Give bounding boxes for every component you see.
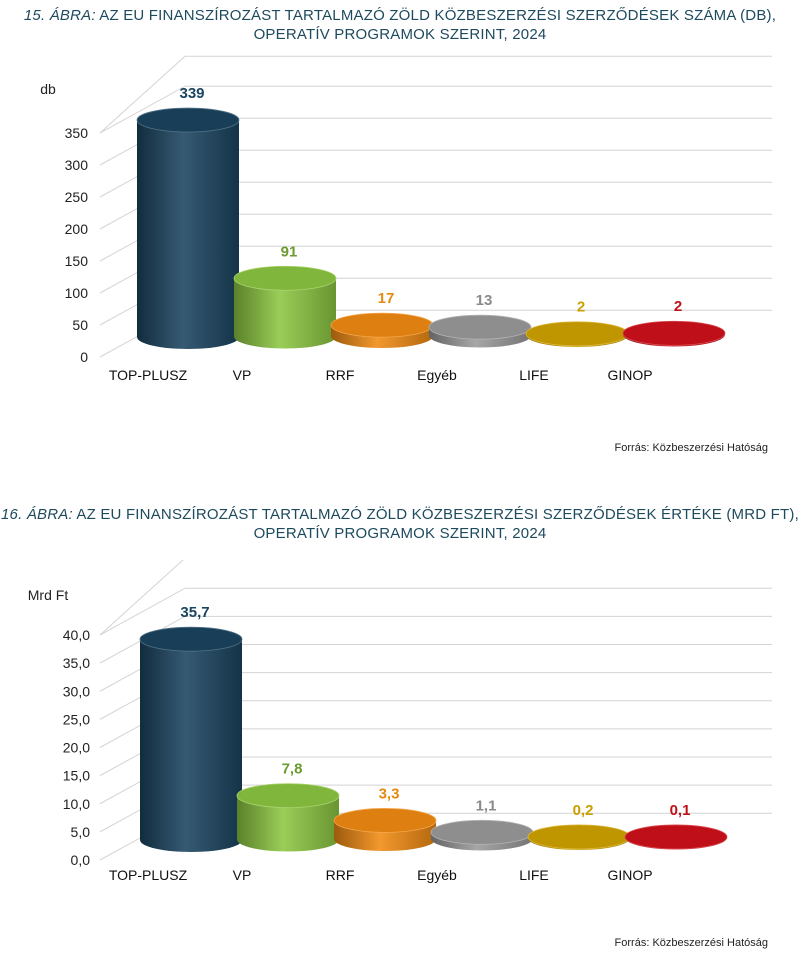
y-tick-label: 200 [65, 221, 89, 237]
y-tick-label: 30,0 [63, 683, 90, 699]
value-label: 0,2 [573, 802, 594, 819]
y-tick-label: 25,0 [63, 711, 90, 727]
chart-1-title-line2: OPERATÍV PROGRAMOK SZERINT, 2024 [253, 26, 547, 43]
bar-ginop [622, 320, 726, 347]
y-tick-label: 40,0 [63, 627, 90, 643]
gridline [99, 85, 772, 134]
category-label: VP [233, 867, 252, 883]
value-label: 13 [476, 292, 493, 309]
y-tick-label: 250 [65, 189, 89, 205]
chart-1-plot: 0 50 100 150 200 250 300 350 db 339 91 17 13 2 2 TOP-PL… [40, 55, 772, 383]
chart-2-title-line2: OPERATÍV PROGRAMOK SZERINT, 2024 [253, 525, 547, 542]
gridline [99, 615, 772, 664]
bar-rrf [333, 808, 437, 851]
chart-2-plot: 0,0 5,0 10,0 15,0 20,0 25,0 30,0 35,0 40,0 Mrd Ft… [28, 560, 772, 883]
y-tick-label: 350 [65, 125, 89, 141]
bar-top-plusz [139, 626, 243, 852]
y-tick-label: 35,0 [63, 655, 90, 671]
y-tick-label: 5,0 [71, 824, 91, 840]
y-tick-label: 50 [72, 317, 88, 333]
category-label: GINOP [607, 867, 652, 883]
chart-1-title: 15. ÁBRA: AZ EU FINANSZÍROZÁST TARTALMAZ… [0, 6, 800, 44]
value-label: 3,3 [379, 785, 400, 802]
category-label: Egyéb [417, 367, 457, 383]
chart-1-source: Forrás: Közbeszerzési Hatóság [614, 442, 768, 454]
category-label: VP [233, 367, 252, 383]
bar-ginop [624, 824, 728, 850]
value-label: 339 [179, 85, 204, 102]
y-tick-label: 300 [65, 157, 89, 173]
value-label: 35,7 [180, 604, 209, 621]
bar-vp [233, 265, 337, 349]
category-label: TOP-PLUSZ [109, 867, 188, 883]
gridline [99, 560, 184, 636]
category-label: Egyéb [417, 867, 457, 883]
category-label: GINOP [607, 367, 652, 383]
bar-top-plusz [136, 107, 240, 349]
bar-egy-b [428, 314, 532, 348]
category-label: TOP-PLUSZ [109, 367, 188, 383]
chart-2-title: 16. ÁBRA: AZ EU FINANSZÍROZÁST TARTALMAZ… [0, 505, 800, 543]
y-tick-label: 0,0 [71, 852, 91, 868]
y-tick-label: 150 [65, 253, 89, 269]
y-tick-label: 100 [65, 285, 89, 301]
value-label: 7,8 [282, 761, 303, 778]
category-label: RRF [326, 367, 355, 383]
value-label: 91 [281, 243, 298, 260]
y-tick-label: 15,0 [63, 768, 90, 784]
category-label: LIFE [519, 367, 549, 383]
bar-life [525, 321, 629, 347]
gridline [99, 587, 772, 636]
value-label: 1,1 [476, 797, 497, 814]
bar-life [527, 824, 631, 850]
chart-2-fig-label: 16. ÁBRA: [1, 506, 73, 523]
chart-1-fig-label: 15. ÁBRA: [23, 7, 96, 24]
y-axis-label: db [40, 81, 56, 97]
y-tick-label: 10,0 [63, 796, 90, 812]
chart-2-title-line1: AZ EU FINANSZÍROZÁST TARTALMAZÓ ZÖLD KÖZ… [76, 506, 799, 523]
gridline [99, 55, 772, 134]
value-label: 2 [674, 298, 682, 315]
y-axis-label: Mrd Ft [28, 587, 69, 603]
chart-2-source: Forrás: Közbeszerzési Hatóság [614, 937, 768, 949]
category-label: RRF [326, 867, 355, 883]
category-label: LIFE [519, 867, 549, 883]
y-tick-label: 20,0 [63, 740, 90, 756]
value-label: 17 [378, 290, 395, 307]
value-label: 0,1 [670, 802, 691, 819]
bar-rrf [330, 312, 434, 348]
bar-egy-b [430, 819, 534, 851]
value-label: 2 [577, 299, 585, 316]
y-tick-label: 0 [80, 349, 88, 365]
chart-1-title-line1: AZ EU FINANSZÍROZÁST TARTALMAZÓ ZÖLD KÖZ… [99, 7, 777, 24]
bar-vp [236, 783, 340, 852]
